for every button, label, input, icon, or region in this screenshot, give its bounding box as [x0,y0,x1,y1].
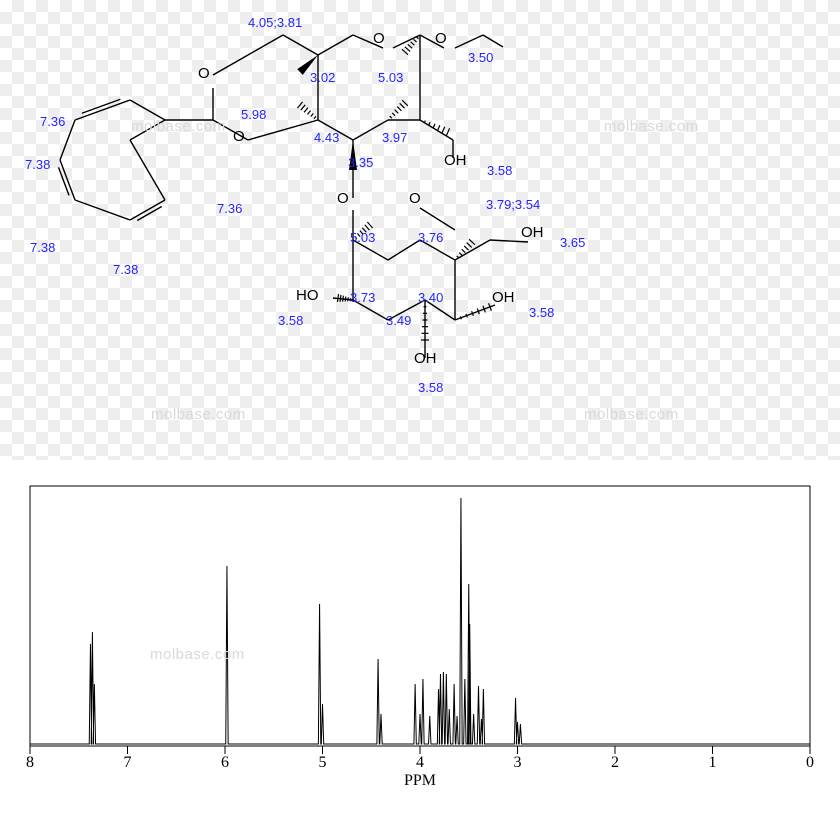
chemical-shift-label: 3.58 [529,305,554,320]
atom-label: O [233,128,245,145]
chemical-shift-label: 7.38 [30,240,55,255]
nmr-tick-label: 3 [514,754,522,772]
chemical-shift-label: 4.43 [314,130,339,145]
chemical-shift-label: 3.65 [560,235,585,250]
atom-label: OH [444,152,467,169]
atom-label: HO [296,287,319,304]
chemical-shift-label: 3.49 [386,313,411,328]
chemical-shift-label: 3.02 [310,70,335,85]
nmr-tick-label: 2 [611,754,619,772]
nmr-spectrum-svg [10,476,830,796]
watermark: molbase.com [151,406,246,423]
chemical-shift-label: 3.40 [418,290,443,305]
structure-layer: molbase.com molbase.com molbase.com molbase… [0,0,840,460]
chemical-shift-label: 4.05;3.81 [248,15,302,30]
atom-label: OH [521,224,544,241]
chemical-shift-label: 3.73 [350,290,375,305]
atom-label: OH [492,289,515,306]
atom-label: O [373,30,385,47]
nmr-panel: molbase.com 8 7 6 5 4 3 2 1 0 PPM [10,476,830,796]
chemical-shift-label: 5.98 [241,107,266,122]
nmr-tick-label: 1 [709,754,717,772]
watermark: molbase.com [604,118,699,135]
watermark: molbase.com [131,118,226,135]
chemical-shift-label: 7.36 [217,201,242,216]
chemical-shift-label: 3.58 [418,380,443,395]
nmr-tick-label: 8 [26,754,34,772]
atom-label: O [435,30,447,47]
nmr-tick-label: 0 [806,754,814,772]
chemical-shift-label: 3.79;3.54 [486,197,540,212]
chemical-shift-label: 7.36 [40,114,65,129]
nmr-tick-label: 7 [124,754,132,772]
chemical-shift-label: 7.38 [25,157,50,172]
chemical-shift-label: 5.03 [350,230,375,245]
chemical-shift-label: 3.97 [382,130,407,145]
nmr-tick-label: 5 [319,754,327,772]
nmr-watermark: molbase.com [150,646,245,663]
chemical-shift-label: 7.38 [113,262,138,277]
chemical-shift-label: 3.58 [487,163,512,178]
root-canvas: molbase.commolbase.commolbase.commolbase… [0,0,840,813]
nmr-tick-label: 4 [416,754,424,772]
chemical-shift-label: 3.76 [418,230,443,245]
atom-label: O [337,190,349,207]
atom-label: OH [414,350,437,367]
chemical-shift-label: 3.35 [348,155,373,170]
chemical-shift-label: 3.50 [468,50,493,65]
chemical-shift-label: 5.03 [378,70,403,85]
nmr-tick-label: 6 [221,754,229,772]
chemical-shift-label: 3.58 [278,313,303,328]
atom-label: O [198,65,210,82]
nmr-axis-label: PPM [404,772,436,790]
atom-label: O [409,190,421,207]
watermark: molbase.com [584,406,679,423]
